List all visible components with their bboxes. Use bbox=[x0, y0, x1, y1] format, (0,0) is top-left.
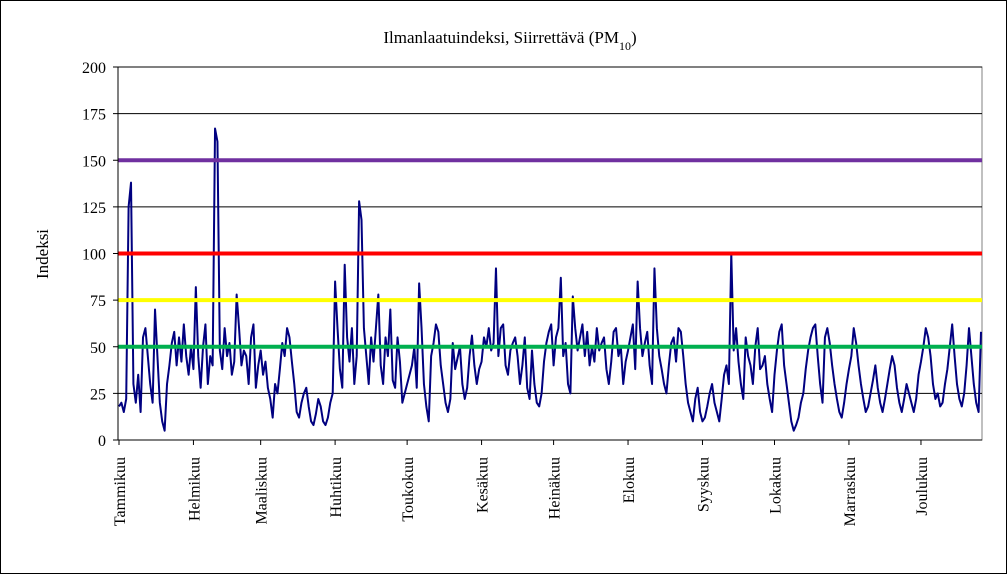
series-line-pm10-index bbox=[118, 127, 982, 432]
chart-title-suffix: ) bbox=[631, 28, 637, 47]
y-tick-label: 150 bbox=[82, 153, 106, 170]
chart-title: Ilmanlaatuindeksi, Siirrettävä (PM10) bbox=[383, 28, 636, 53]
y-tick-label: 25 bbox=[90, 386, 106, 403]
y-tick-label: 50 bbox=[90, 340, 106, 357]
y-tick-label: 75 bbox=[90, 293, 106, 310]
chart-title-subscript: 10 bbox=[619, 39, 631, 53]
x-tick-label-month: Helmikuu bbox=[186, 457, 203, 521]
x-tick-label-month: Kesäkuu bbox=[475, 457, 492, 513]
chart-title-main: Ilmanlaatuindeksi, Siirrettävä (PM bbox=[383, 28, 619, 47]
x-tick-label-month: Lokakuu bbox=[768, 457, 785, 514]
x-tick-label-month: Huhtikuu bbox=[328, 457, 345, 517]
y-tick-label: 100 bbox=[82, 247, 106, 264]
x-tick-label-month: Maaliskuu bbox=[254, 457, 271, 525]
x-tick-label-month: Heinäkuu bbox=[547, 457, 564, 519]
y-tick-label: 0 bbox=[98, 433, 106, 450]
y-tick-label: 175 bbox=[82, 107, 106, 124]
x-tick-label-month: Tammikuu bbox=[112, 457, 129, 526]
x-tick-label-month: Elokuu bbox=[621, 457, 638, 503]
y-tick-label: 125 bbox=[82, 200, 106, 217]
y-axis-label: Indeksi bbox=[33, 229, 52, 279]
x-tick-label-month: Joulukuu bbox=[914, 457, 931, 516]
x-tick-label-month: Syyskuu bbox=[695, 457, 712, 512]
reference-lines bbox=[118, 158, 982, 349]
x-tick-label-month: Marraskuu bbox=[842, 457, 859, 526]
x-tick-label-month: Toukokuu bbox=[400, 457, 417, 522]
series-group bbox=[118, 127, 982, 432]
plot-area: 0 25 50 75 100 125 150 175 200 Tammikuu Helmikuu M… bbox=[82, 60, 983, 526]
y-axis-ticks: 0 25 50 75 100 125 150 175 200 bbox=[82, 60, 118, 450]
x-axis-ticks: Tammikuu Helmikuu Maaliskuu Huhtikuu Toukoku… bbox=[112, 440, 931, 526]
y-tick-label: 200 bbox=[82, 60, 106, 77]
